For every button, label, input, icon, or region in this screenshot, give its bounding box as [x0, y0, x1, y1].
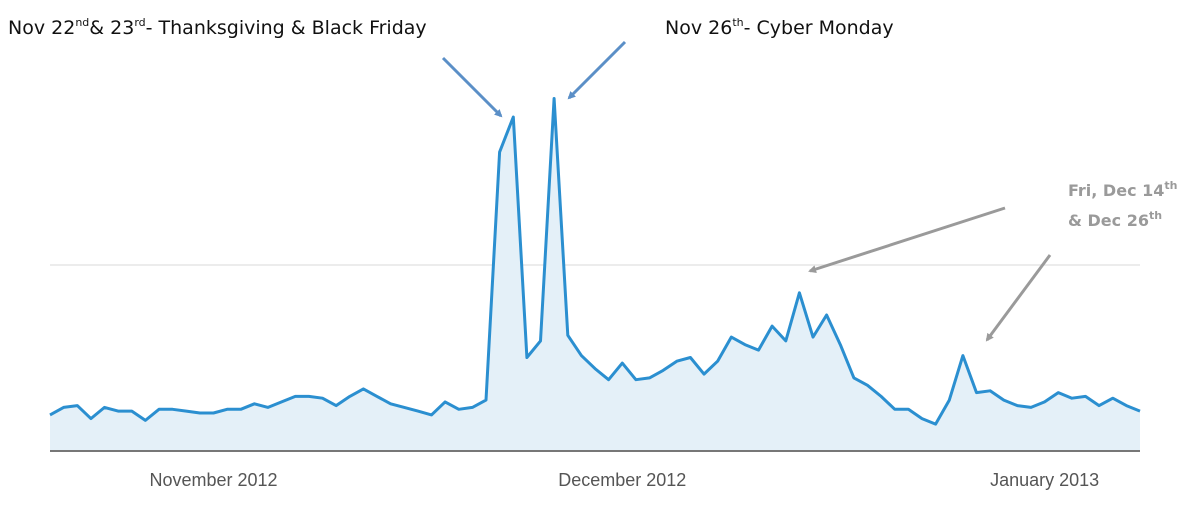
arrow	[441, 56, 503, 118]
annotation-text: th	[732, 16, 743, 29]
annotation: Nov 22nd& 23rd- Thanksgiving & Black Fri…	[8, 16, 427, 39]
line	[49, 97, 1141, 426]
arrow	[567, 40, 627, 100]
plot-area	[49, 97, 1141, 450]
annotation-text: th	[1149, 209, 1162, 222]
annotation-text: nd	[75, 16, 89, 29]
area	[50, 98, 1140, 450]
annotation: Nov 26th- Cyber Monday	[665, 16, 894, 39]
annotation-text: & Dec 26	[1068, 211, 1149, 230]
annotation: & Dec 26th	[1068, 209, 1162, 230]
annotation-text: th	[1164, 179, 1177, 192]
arrow	[808, 206, 1006, 273]
x-tick-label: January 2013	[990, 470, 1099, 490]
annotation-text: Nov 22	[8, 17, 75, 39]
annotation-text: - Cyber Monday	[744, 17, 894, 39]
annotation-text: - Thanksgiving & Black Friday	[146, 17, 427, 39]
arrow	[985, 254, 1052, 342]
annotation-text: Nov 26	[665, 17, 732, 39]
x-tick-label: November 2012	[149, 470, 277, 490]
annotation-text: Fri, Dec 14	[1068, 181, 1164, 200]
x-tick-label: December 2012	[558, 470, 686, 490]
annotation: Fri, Dec 14th	[1068, 179, 1177, 200]
annotation-text: rd	[134, 16, 145, 29]
annotation-text: & 23	[89, 17, 134, 39]
